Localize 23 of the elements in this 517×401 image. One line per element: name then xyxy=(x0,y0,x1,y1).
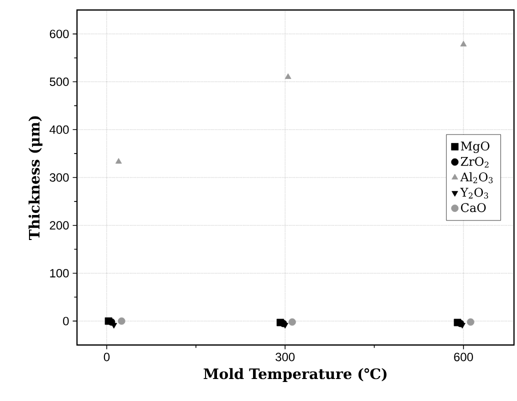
legend-label: MgO xyxy=(460,142,490,154)
legend-label: Al$_{2}$O$_{3}$ xyxy=(460,172,493,184)
x-tick-label: 300 xyxy=(276,352,295,362)
x-tick-label: 600 xyxy=(454,352,473,362)
legend-label: ZrO$_{2}$ xyxy=(460,156,488,168)
x-tick-label: 0 xyxy=(104,352,110,362)
point xyxy=(288,318,296,326)
legend-label: CaO xyxy=(461,203,486,212)
x-axis-title: Mold Temperature (℃) xyxy=(204,368,386,382)
y-tick-label: 200 xyxy=(50,221,69,230)
y-tick-label: 500 xyxy=(50,78,69,86)
y-tick-label: 300 xyxy=(50,173,69,182)
point xyxy=(284,73,292,79)
point xyxy=(466,318,474,326)
y-tick-label: 0 xyxy=(63,316,69,326)
point xyxy=(115,158,122,164)
point xyxy=(118,317,126,325)
legend-label: Y$_{2}$O$_{3}$ xyxy=(460,188,488,199)
point xyxy=(460,40,467,46)
y-axis-title: Thickness (μm) xyxy=(28,116,42,240)
y-tick-label: 400 xyxy=(50,125,69,134)
y-tick-label: 600 xyxy=(50,30,69,38)
y-tick-label: 100 xyxy=(50,268,69,278)
